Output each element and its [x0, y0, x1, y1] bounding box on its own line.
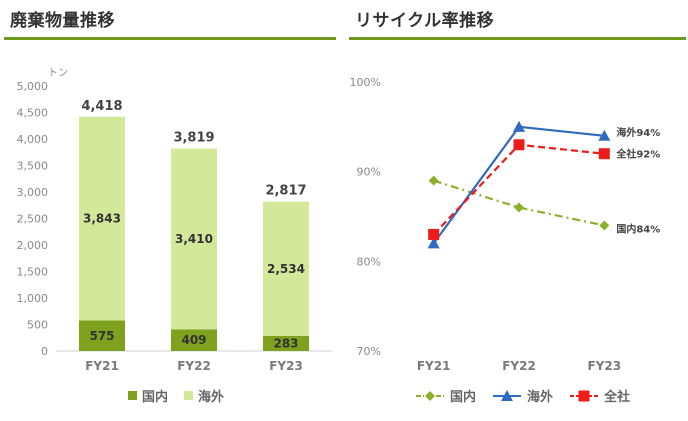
data-point-marker	[598, 148, 610, 160]
y-tick-label: 5,000	[17, 80, 49, 93]
y-tick-label: 1,000	[17, 292, 49, 305]
bar-segment-domestic	[263, 336, 309, 351]
legend-item: 海外	[492, 386, 553, 405]
bar-total-label: 2,817	[265, 184, 306, 199]
y-tick-label: 4,000	[17, 133, 49, 146]
recycle-line-chart: 70% 80% 90% 100% FY21 FY22 FY23 国内84% 海外94% 全社92%	[350, 76, 661, 373]
data-point-marker	[599, 220, 610, 231]
y-tick-label: 3,500	[17, 160, 49, 173]
recycle-title-underline	[349, 37, 686, 40]
recycle-panel: リサイクル率推移 70% 80% 90% 100% FY21 FY22 FY23 国内84% 海…	[345, 0, 688, 421]
series-line	[433, 179, 605, 227]
waste-panel: 廃棄物量推移 トン 0 500 1,000 1,500 2,000 2,500 3,000 3,…	[0, 0, 340, 421]
legend-line-icon	[570, 390, 599, 401]
series-end-label: 海外94%	[616, 126, 660, 139]
x-tick-label: FY21	[417, 359, 451, 373]
bar-total-label: 4,418	[81, 99, 122, 114]
x-tick-label: FY22	[502, 359, 536, 373]
legend-label: 全社	[604, 390, 631, 405]
bar-segment-label: 2,534	[267, 262, 305, 276]
bar-segment-label: 3,410	[175, 232, 213, 246]
x-tick-label: FY23	[269, 359, 303, 373]
y-tick-label: 70%	[357, 345, 381, 358]
y-tick-label: 3,000	[17, 186, 49, 199]
data-point-marker	[428, 228, 440, 240]
bar-segment-label: 409	[181, 333, 206, 347]
legend-item: 国内	[415, 386, 476, 405]
x-tick-label: FY22	[177, 359, 211, 373]
recycle-chart-title: リサイクル率推移	[355, 11, 495, 31]
bar-segment-overseas	[263, 201, 309, 337]
legend-item: 全社	[569, 386, 630, 405]
y-tick-label: 500	[27, 319, 48, 332]
y-tick-label: 80%	[357, 255, 381, 268]
data-point-marker	[514, 202, 524, 213]
legend-swatch	[128, 391, 137, 400]
bar-segment-label: 575	[89, 329, 114, 343]
legend-label: 国内	[450, 390, 477, 405]
legend-label: 国内	[142, 390, 169, 405]
legend-line-icon	[493, 389, 522, 401]
x-tick-label: FY23	[588, 359, 622, 373]
y-tick-label: 4,500	[17, 107, 49, 120]
y-tick-label: 2,000	[17, 239, 49, 252]
legend-marker	[425, 390, 435, 401]
bar-segment-overseas	[79, 116, 125, 321]
legend-marker	[578, 390, 590, 401]
legend-marker	[501, 389, 514, 401]
y-tick-label: 90%	[357, 166, 381, 179]
waste-chart-title: 廃棄物量推移	[10, 11, 115, 31]
legend-item: 国内	[128, 386, 168, 405]
waste-chart-legend: 国内 海外	[128, 386, 224, 405]
data-point-marker	[428, 175, 439, 186]
bar-segment-overseas	[171, 148, 217, 330]
legend-line-icon	[416, 390, 444, 401]
waste-bar-chart: トン 0 500 1,000 1,500 2,000 2,500 3,000 3,500 4,00…	[17, 68, 332, 373]
y-unit-label: トン	[48, 68, 68, 79]
data-point-marker	[598, 129, 611, 141]
y-tick-label: 1,500	[17, 266, 49, 279]
y-tick-label: 0	[41, 345, 48, 358]
y-tick-label: 100%	[350, 76, 381, 89]
bar-segment-domestic	[79, 320, 125, 351]
legend-item: 海外	[184, 386, 224, 405]
series-end-label: 全社92%	[615, 148, 660, 161]
waste-title-underline	[4, 37, 336, 40]
legend-label: 海外	[198, 390, 225, 405]
data-point-marker	[513, 120, 525, 132]
bar-segment-label: 3,843	[83, 212, 121, 226]
data-point-marker	[513, 139, 525, 151]
series-end-label: 国内84%	[616, 222, 660, 235]
bar-total-label: 3,819	[173, 131, 214, 146]
y-tick-label: 2,500	[17, 213, 49, 226]
recycle-chart-legend: 国内 海外 全社	[415, 386, 630, 405]
legend-swatch	[184, 391, 194, 400]
legend-label: 海外	[527, 390, 554, 405]
data-point-marker	[427, 237, 440, 249]
x-tick-label: FY21	[85, 359, 119, 373]
bar-segment-label: 283	[273, 337, 298, 351]
bar-segment-domestic	[171, 329, 217, 351]
